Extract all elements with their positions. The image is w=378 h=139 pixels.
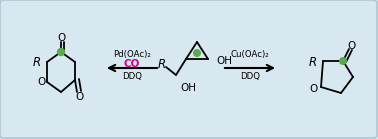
Text: DDQ: DDQ xyxy=(240,71,260,80)
Text: OH: OH xyxy=(180,83,196,93)
Text: O: O xyxy=(75,92,83,102)
Text: Pd(OAc)₂: Pd(OAc)₂ xyxy=(113,49,151,59)
Text: O: O xyxy=(58,33,66,43)
Text: Cu(OAc)₂: Cu(OAc)₂ xyxy=(231,49,270,59)
Circle shape xyxy=(194,50,200,56)
Text: O: O xyxy=(310,84,318,94)
Text: R: R xyxy=(33,55,41,69)
Circle shape xyxy=(57,49,65,55)
Circle shape xyxy=(340,58,346,64)
Text: R: R xyxy=(309,56,317,70)
Text: CO: CO xyxy=(124,59,140,69)
Text: R: R xyxy=(158,59,166,71)
Text: O: O xyxy=(37,77,45,87)
Text: O: O xyxy=(348,41,356,51)
Text: OH: OH xyxy=(216,56,232,66)
Text: DDQ: DDQ xyxy=(122,71,142,80)
